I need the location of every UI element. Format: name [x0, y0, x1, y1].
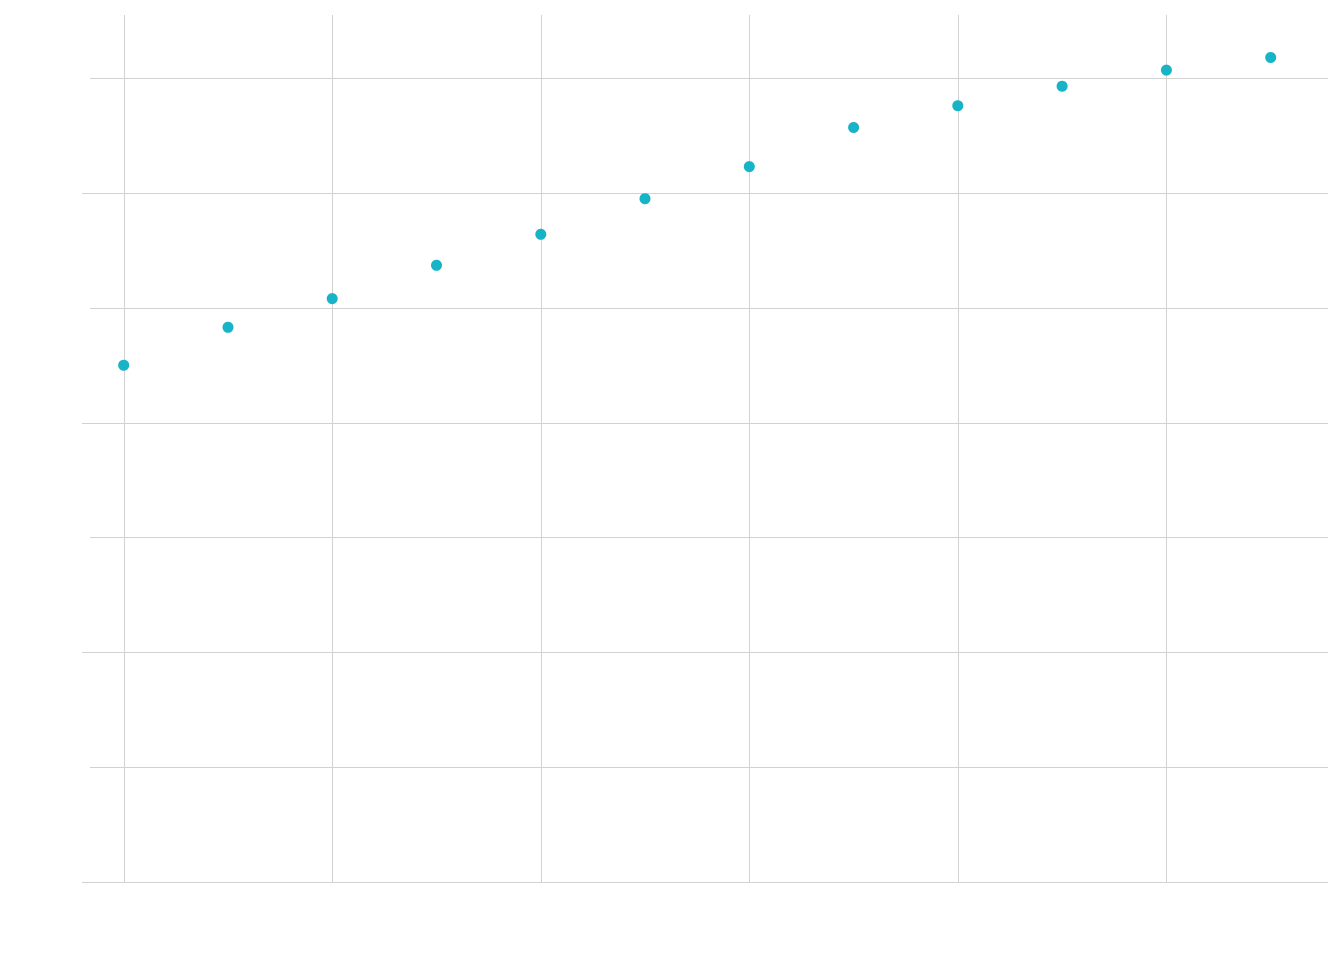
data-point: [1160, 64, 1172, 76]
data-point: [639, 193, 651, 205]
data-point: [326, 293, 338, 305]
data-point: [1265, 52, 1277, 63]
data-point: [118, 359, 130, 371]
data-point: [952, 100, 964, 112]
data-point: [1056, 80, 1068, 92]
data-point: [222, 321, 234, 333]
data-point: [743, 161, 755, 173]
data-point: [535, 228, 547, 240]
data-points: [118, 52, 1277, 371]
grid: [82, 15, 1328, 883]
data-point: [431, 259, 442, 271]
data-point: [848, 122, 860, 133]
